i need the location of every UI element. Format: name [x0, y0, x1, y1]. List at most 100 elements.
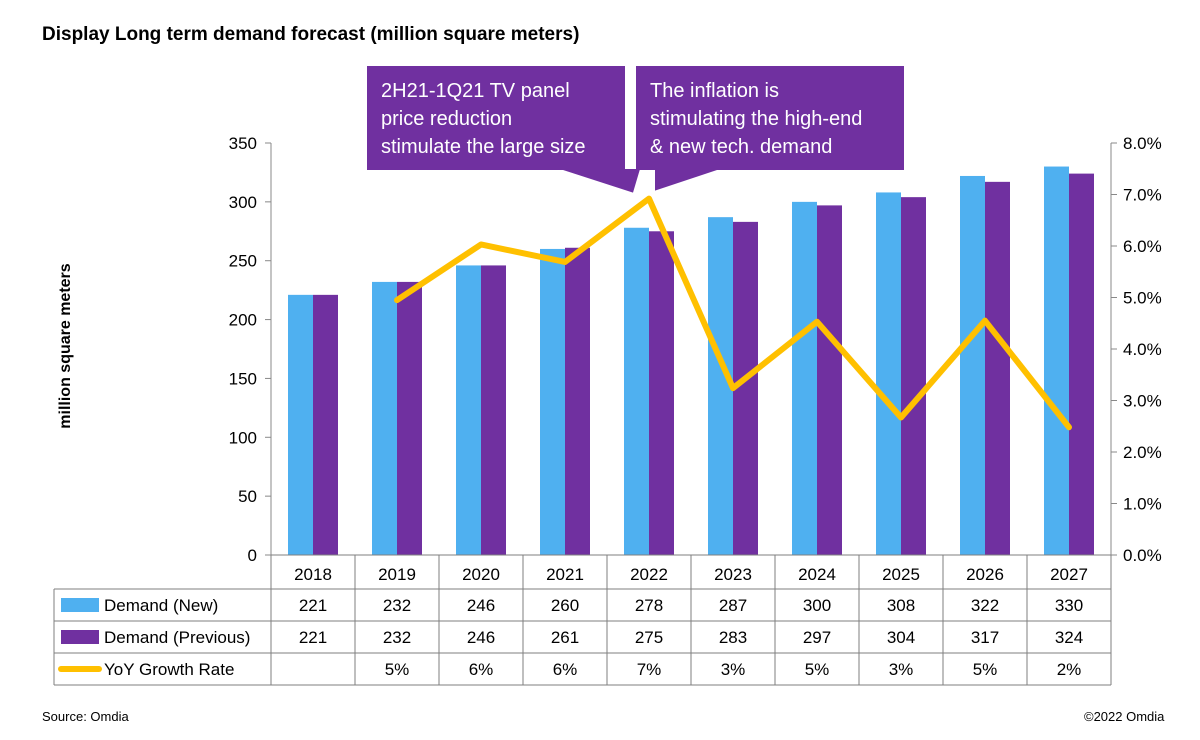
- data-label: 5%: [973, 660, 998, 679]
- data-label: 330: [1055, 596, 1083, 615]
- y-tick-label: 350: [229, 134, 257, 153]
- bars-layer: [288, 166, 1094, 556]
- data-label: 6%: [553, 660, 578, 679]
- x-tick-label: 2024: [798, 565, 836, 584]
- callout-pointer: [655, 169, 720, 191]
- callout-pointer: [560, 169, 640, 193]
- data-label: 261: [551, 628, 579, 647]
- y2-tick-label: 2.0%: [1123, 443, 1162, 462]
- bar-demand-new: [540, 248, 565, 555]
- x-tick-label: 2027: [1050, 565, 1088, 584]
- data-label: 260: [551, 596, 579, 615]
- data-label: 297: [803, 628, 831, 647]
- yoy-point: [983, 319, 987, 323]
- data-label: 304: [887, 628, 915, 647]
- y-tick-label: 300: [229, 193, 257, 212]
- bar-demand-new: [1044, 166, 1069, 556]
- y2-tick-label: 7.0%: [1123, 186, 1162, 205]
- legend-label: YoY Growth Rate: [104, 660, 234, 679]
- data-label: 7%: [637, 660, 662, 679]
- callout-text-line: 2H21-1Q21 TV panel: [381, 80, 570, 102]
- bar-demand-previous: [565, 247, 590, 555]
- bar-demand-new: [792, 201, 817, 555]
- y-tick-label: 50: [238, 487, 257, 506]
- y2-tick-label: 8.0%: [1123, 134, 1162, 153]
- x-tick-label: 2025: [882, 565, 920, 584]
- bar-demand-previous: [397, 281, 422, 555]
- callout-box: [636, 66, 904, 170]
- data-label: 287: [719, 596, 747, 615]
- yoy-point: [899, 415, 903, 419]
- yoy-point: [563, 260, 567, 264]
- y2-tick-label: 0.0%: [1123, 546, 1162, 565]
- bar-demand-new: [876, 192, 901, 555]
- bar-demand-previous: [313, 294, 338, 555]
- x-tick-label: 2020: [462, 565, 500, 584]
- x-tick-label: 2021: [546, 565, 584, 584]
- data-label: 275: [635, 628, 663, 647]
- yoy-point: [1067, 425, 1071, 429]
- y2-tick-label: 4.0%: [1123, 340, 1162, 359]
- yoy-point: [647, 197, 651, 201]
- bar-demand-new: [624, 227, 649, 556]
- callouts-layer: 2H21-1Q21 TV panel price reduction stimula…: [367, 66, 904, 193]
- axes-layer: 0 50 100 150 200 250 300 350 0.0% 1.0% 2.0% 3.0% 4.0…: [229, 134, 1162, 565]
- legend-swatch: [61, 630, 99, 644]
- source-note: Source: Omdia: [42, 709, 129, 724]
- yoy-line-layer: [394, 195, 1072, 431]
- data-label: 3%: [889, 660, 914, 679]
- copyright-note: ©2022 Omdia: [1084, 709, 1165, 724]
- legend-label: Demand (New): [104, 596, 218, 615]
- callout-box: [367, 66, 625, 170]
- data-label: 221: [299, 628, 327, 647]
- legend-label: Demand (Previous): [104, 628, 250, 647]
- x-tick-label: 2026: [966, 565, 1004, 584]
- y2-tick-label: 3.0%: [1123, 392, 1162, 411]
- y-tick-label: 0: [248, 546, 257, 565]
- data-label: 322: [971, 596, 999, 615]
- bar-demand-previous: [985, 181, 1010, 556]
- callout-text-line: & new tech. demand: [650, 136, 832, 158]
- y-tick-label: 200: [229, 311, 257, 330]
- x-tick-label: 2019: [378, 565, 416, 584]
- data-label: 317: [971, 628, 999, 647]
- data-label: 324: [1055, 628, 1083, 647]
- callout-text-line: The inflation is: [650, 80, 779, 102]
- chart-title: Display Long term demand forecast (milli…: [42, 24, 580, 45]
- bar-demand-new: [372, 281, 397, 555]
- data-label: 300: [803, 596, 831, 615]
- callout-text-line: stimulating the high-end: [650, 108, 862, 130]
- data-label: 283: [719, 628, 747, 647]
- data-label: 3%: [721, 660, 746, 679]
- x-tick-label: 2018: [294, 565, 332, 584]
- data-label: 246: [467, 596, 495, 615]
- data-label: 2%: [1057, 660, 1082, 679]
- yoy-point: [479, 242, 483, 246]
- y2-tick-label: 1.0%: [1123, 495, 1162, 514]
- yoy-point: [395, 298, 399, 302]
- bar-demand-previous: [901, 197, 926, 556]
- yoy-point: [731, 386, 735, 390]
- y-tick-label: 250: [229, 252, 257, 271]
- bar-demand-new: [456, 265, 481, 555]
- y2-tick-label: 6.0%: [1123, 237, 1162, 256]
- data-label: 246: [467, 628, 495, 647]
- bar-demand-new: [288, 294, 313, 555]
- data-label: 308: [887, 596, 915, 615]
- y-tick-label: 100: [229, 428, 257, 447]
- data-label: 232: [383, 628, 411, 647]
- data-table: 2018 2019 2020 2021 2022 2023 2024 2025 2026 2027…: [53, 554, 1112, 686]
- bar-demand-previous: [1069, 173, 1094, 555]
- data-label: 221: [299, 596, 327, 615]
- bar-demand-previous: [817, 205, 842, 556]
- yoy-point: [815, 320, 819, 324]
- y-tick-label: 150: [229, 369, 257, 388]
- bar-demand-new: [960, 175, 985, 555]
- legend-swatch: [61, 598, 99, 612]
- callout-text-line: price reduction: [381, 108, 512, 130]
- data-label: 278: [635, 596, 663, 615]
- callout-text-line: stimulate the large size: [381, 136, 586, 158]
- data-label: 6%: [469, 660, 494, 679]
- data-label: 5%: [385, 660, 410, 679]
